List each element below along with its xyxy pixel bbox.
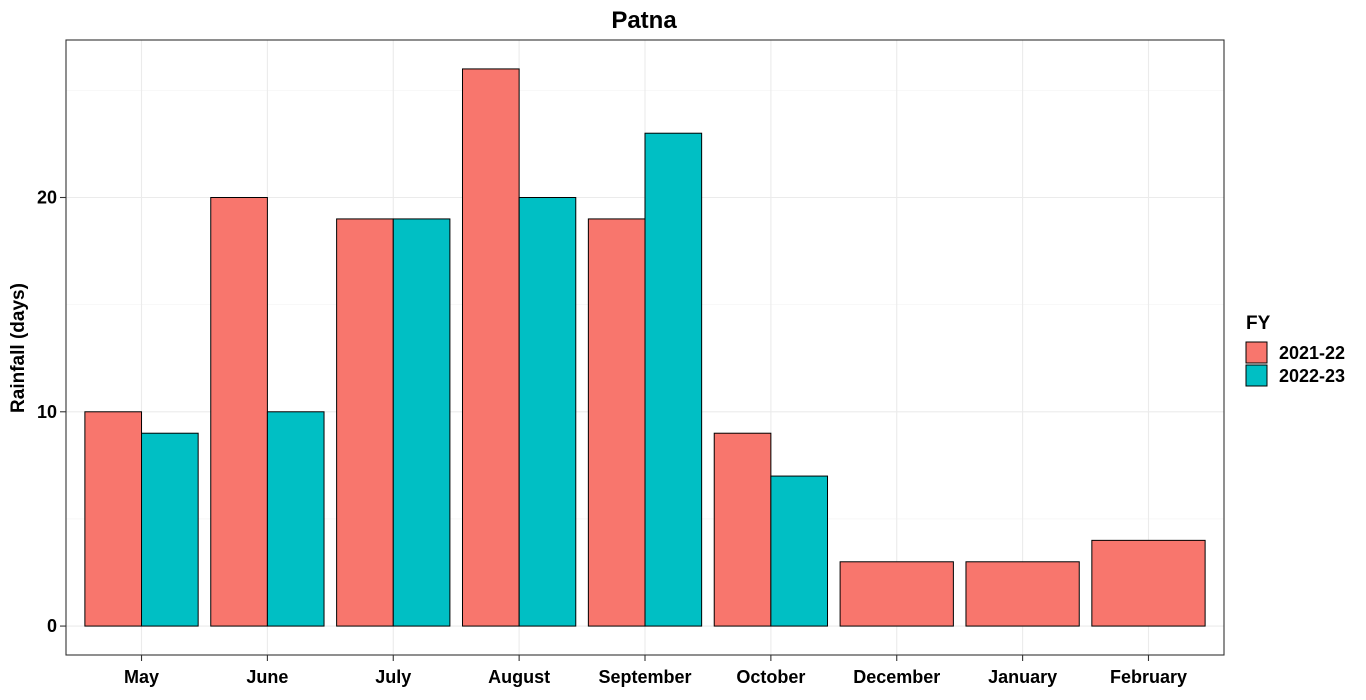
legend-title: FY [1246,313,1271,334]
bar-2021-22-july [336,218,394,627]
x-tick-label: February [1110,667,1187,687]
y-tick-label: 10 [37,402,57,422]
bar-2022-23-june [266,411,325,627]
bar-2022-23-september [644,132,703,627]
legend: FY 2021-22 2022-23 [1245,313,1345,387]
y-tick-label: 20 [37,188,57,208]
bar-2021-22-june [210,197,268,627]
bar-2021-22-may [84,411,143,627]
chart-title: Patna [611,7,677,34]
bar-2022-23-october [770,475,829,627]
axes: 0 10 20 May June July August September October De… [37,188,1187,688]
x-tick-label: January [988,667,1057,687]
y-tick-label: 0 [47,616,57,636]
x-tick-label: July [375,667,411,687]
bar-2021-22-october [713,432,772,627]
bar-2022-23-august [518,197,577,627]
legend-key-2021-22 [1245,341,1268,364]
bar-2021-22-september [587,218,646,627]
x-tick-label: December [853,667,940,687]
bar-2021-22-february [1091,539,1206,627]
x-tick-label: September [598,667,691,687]
bar-2021-22-august [461,68,520,627]
bar-2022-23-may [141,432,199,627]
x-tick-label: August [488,667,550,687]
bar-2022-23-july [392,218,451,627]
bars [84,68,1206,627]
x-tick-label: June [246,667,288,687]
bar-2021-22-december [839,561,954,627]
bar-2021-22-january [965,561,1080,627]
legend-label: 2022-23 [1279,366,1345,386]
legend-label: 2021-22 [1279,343,1345,363]
y-axis-title: Rainfall (days) [8,283,29,413]
legend-key-2022-23 [1245,364,1268,387]
x-tick-label: May [124,667,159,687]
x-tick-label: October [736,667,805,687]
